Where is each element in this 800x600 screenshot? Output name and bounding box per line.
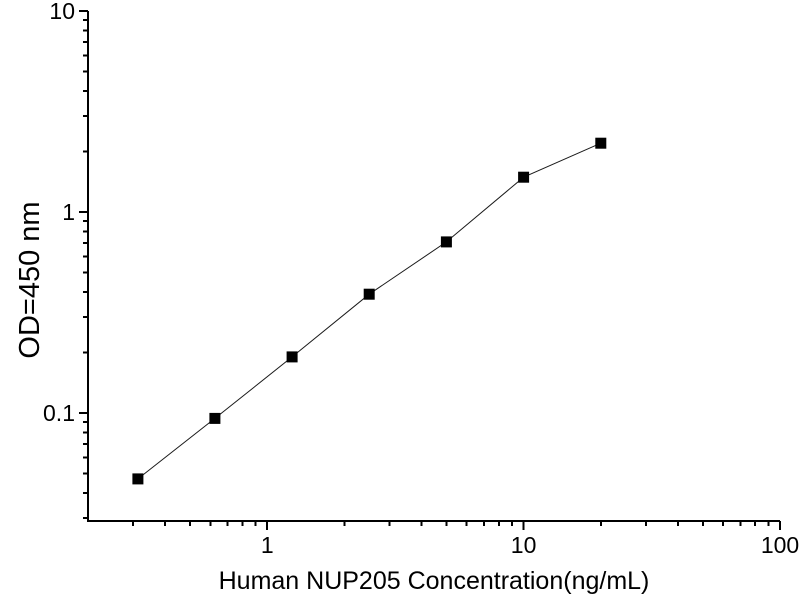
data-point-marker bbox=[132, 473, 144, 485]
y-axis-tick-label: 0.1 bbox=[43, 400, 75, 426]
series-standard-curve bbox=[132, 137, 607, 485]
x-axis-tick-label: 10 bbox=[511, 532, 537, 558]
data-point-marker bbox=[363, 288, 375, 300]
x-axis-tick-label: 1 bbox=[261, 532, 274, 558]
data-point-marker bbox=[286, 351, 298, 363]
x-axis-title: Human NUP205 Concentration(ng/mL) bbox=[219, 567, 650, 595]
x-axis-tick-label: 100 bbox=[761, 532, 799, 558]
x-axis: 1 10 100 bbox=[87, 520, 799, 558]
data-point-marker bbox=[518, 171, 530, 183]
series-line bbox=[137, 142, 602, 480]
y-axis-tick-label: 10 bbox=[49, 0, 75, 24]
y-axis-title: OD=450 nm bbox=[14, 201, 46, 358]
y-axis-tick-label: 1 bbox=[62, 199, 75, 225]
data-point-marker bbox=[440, 236, 452, 248]
y-axis: 0.1 1 10 bbox=[43, 0, 89, 522]
data-point-marker bbox=[209, 412, 221, 424]
data-point-marker bbox=[595, 137, 607, 149]
